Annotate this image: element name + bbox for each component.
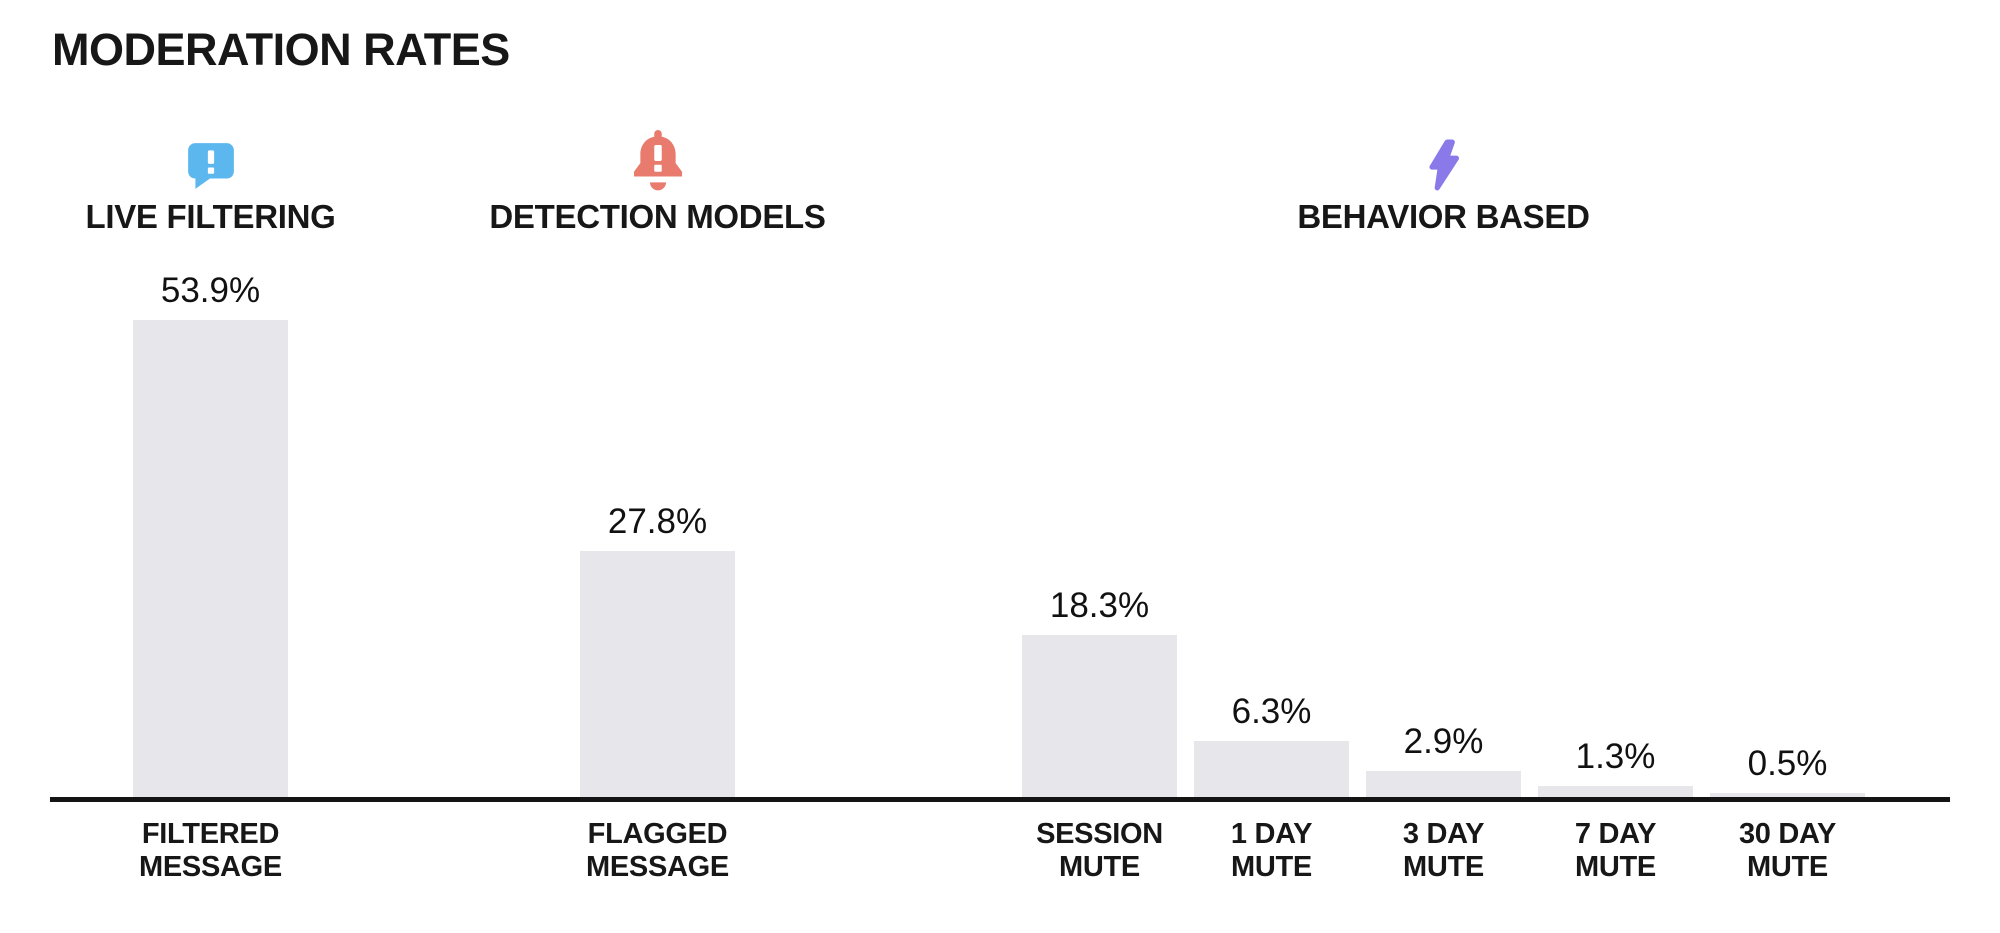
bar-column: 0.5% xyxy=(1710,744,1865,797)
group-header: DETECTION MODELS xyxy=(438,128,878,236)
bar xyxy=(1366,771,1521,797)
bar-value-label: 2.9% xyxy=(1403,722,1484,762)
bar-value-label: 0.5% xyxy=(1747,743,1828,783)
group-label: BEHAVIOR BASED xyxy=(1297,198,1590,235)
bar-category-label: SESSION MUTE xyxy=(1036,818,1163,883)
lightning-bolt-icon xyxy=(1224,128,1664,192)
group-label: DETECTION MODELS xyxy=(489,198,826,235)
group-headers-row: LIVE FILTERING DETECTION MODELS BEHAVIOR B… xyxy=(50,128,1950,235)
bar-category-label: 7 DAY MUTE xyxy=(1574,818,1657,883)
group-label: LIVE FILTERING xyxy=(85,198,336,235)
bar xyxy=(1194,741,1349,797)
bar-column: 53.9% xyxy=(133,271,288,797)
bar-column: 2.9% xyxy=(1366,722,1521,797)
bar-category-label: FILTERED MESSAGE xyxy=(139,818,282,883)
bar-category-label: 30 DAY MUTE xyxy=(1738,818,1837,883)
bar-category-label: 3 DAY MUTE xyxy=(1402,818,1485,883)
chat-alert-icon xyxy=(0,128,431,192)
group-header: BEHAVIOR BASED xyxy=(1224,128,1664,236)
bar-value-label: 27.8% xyxy=(607,502,708,541)
bar xyxy=(1710,792,1865,797)
bar xyxy=(133,320,288,797)
bell-alert-icon xyxy=(438,128,878,192)
page-title: MODERATION RATES xyxy=(52,24,510,75)
bar-category-label: 1 DAY MUTE xyxy=(1230,818,1313,883)
bar xyxy=(1022,635,1177,797)
bar-column: 18.3% xyxy=(1022,586,1177,797)
bar-column: 1.3% xyxy=(1538,736,1693,797)
bar-value-label: 1.3% xyxy=(1575,736,1656,776)
bar xyxy=(580,551,735,797)
bar-value-label: 6.3% xyxy=(1231,692,1312,732)
group-header: LIVE FILTERING xyxy=(0,128,431,236)
bar-value-label: 53.9% xyxy=(160,271,261,310)
category-labels-row: FILTERED MESSAGE FLAGGED MESSAGE SESSION M… xyxy=(50,818,1950,918)
bar-column: 6.3% xyxy=(1194,692,1349,797)
plot-area: 53.9% 27.8% 18.3% 6.3% 2.9% 1.3% 0.5% xyxy=(50,227,1950,797)
bar-value-label: 18.3% xyxy=(1049,586,1150,625)
bar-category-label: FLAGGED MESSAGE xyxy=(586,818,729,883)
bar xyxy=(1538,785,1693,797)
bar-column: 27.8% xyxy=(580,502,735,797)
x-axis-line xyxy=(50,797,1950,802)
